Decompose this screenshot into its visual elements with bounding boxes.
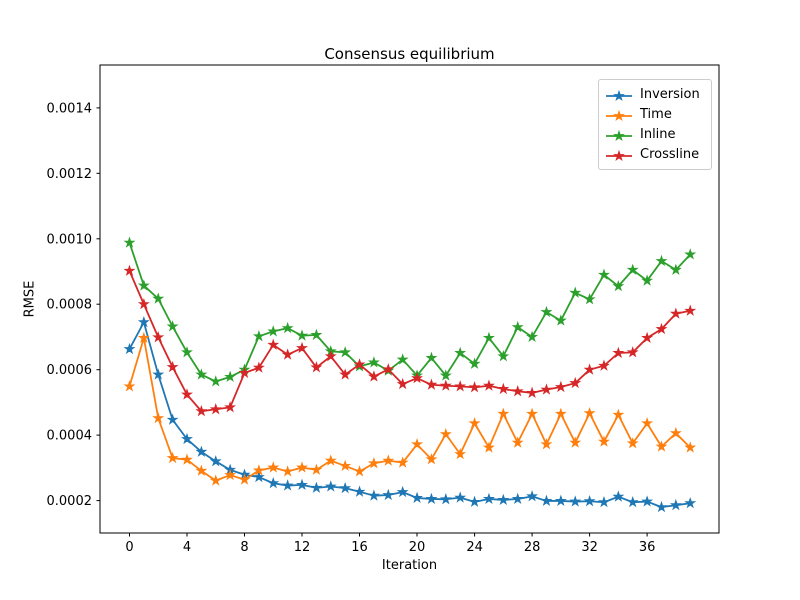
legend-label-inversion: Inversion [640,87,700,102]
x-tick-label: 8 [240,540,248,555]
series-crossline-line [128,269,692,413]
x-tick-label: 4 [183,540,191,555]
x-tick-label: 36 [639,540,656,555]
x-tick-label: 32 [581,540,598,555]
y-tick-label: 0.0012 [47,167,93,182]
legend-sample-svg [606,149,632,161]
x-tick-label: 16 [351,540,368,555]
axes-frame [99,64,720,534]
legend-sample-marker [613,149,625,161]
y-tick-label: 0.0006 [47,363,93,378]
legend-line-sample-inline [605,128,633,142]
y-tick-label: 0.0002 [47,494,93,509]
x-tick-label: 24 [466,540,483,555]
series-crossline-markers [123,264,697,417]
legend-line-sample-crossline [605,148,633,162]
x-tick-label: 28 [524,540,541,555]
legend: Inversion Time Inline Crossline [598,79,712,170]
legend-sample-svg [606,129,632,141]
legend-item-inline: Inline [605,125,705,145]
legend-label-inline: Inline [640,127,676,142]
series-time-markers [123,331,697,486]
legend-label-crossline: Crossline [640,147,700,162]
legend-sample-marker [613,129,625,141]
legend-sample-svg [606,89,632,101]
x-tick-label: 20 [409,540,426,555]
y-tick-label: 0.0004 [47,429,93,444]
y-tick-label: 0.0010 [47,232,93,247]
x-tick-label: 12 [294,540,311,555]
series-inversion-line [128,321,692,509]
legend-item-crossline: Crossline [605,145,705,165]
y-tick-label: 0.0008 [47,298,93,313]
legend-item-inversion: Inversion [605,85,705,105]
tick-marks [96,107,648,537]
legend-label-time: Time [640,107,672,122]
legend-sample-svg [606,109,632,121]
legend-sample-marker [613,109,625,121]
y-axis-label: RMSE [22,280,38,318]
series-time-line [128,337,692,482]
y-tick-label: 0.0014 [47,101,93,116]
x-axis-label: Iteration [381,558,438,573]
tick-labels: 0 4 8 12 16 20 24 28 32 36 0.0002 0.0004 0.0006 0.000… [47,101,656,555]
x-tick-label: 0 [125,540,133,555]
legend-line-sample-time [605,108,633,122]
chart-title: Consensus equilibrium [324,45,495,63]
legend-line-sample-inversion [605,88,633,102]
legend-item-time: Time [605,105,705,125]
legend-sample-marker [613,89,625,101]
series-inline-line [128,241,692,383]
